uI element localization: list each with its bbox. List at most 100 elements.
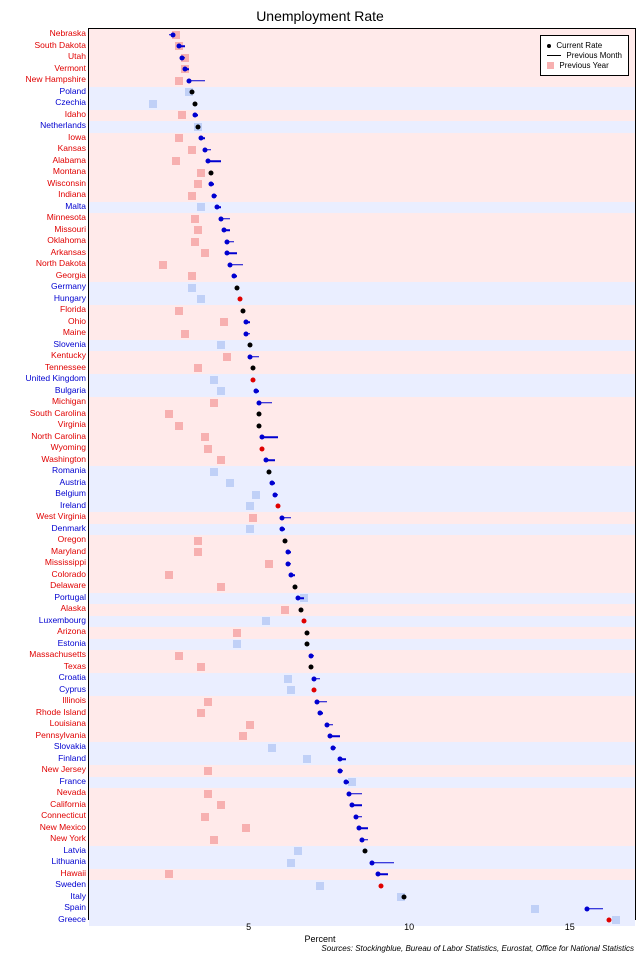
x-tick-label: 10 xyxy=(404,922,414,932)
current-rate-dot xyxy=(343,780,348,785)
current-rate-dot xyxy=(196,124,201,129)
data-row xyxy=(89,489,635,501)
prev-year-marker xyxy=(531,905,539,913)
row-label: California xyxy=(50,799,86,811)
current-rate-dot xyxy=(311,676,316,681)
row-label: Belgium xyxy=(55,488,86,500)
prev-year-marker xyxy=(239,732,247,740)
current-rate-dot xyxy=(324,722,329,727)
data-row xyxy=(89,259,635,271)
data-row xyxy=(89,478,635,490)
row-label: Mississippi xyxy=(45,557,86,569)
row-label: North Dakota xyxy=(36,258,86,270)
prev-year-marker xyxy=(287,686,295,694)
row-label: Austria xyxy=(60,477,86,489)
prev-year-marker xyxy=(204,445,212,453)
prev-year-marker xyxy=(204,790,212,798)
current-rate-dot xyxy=(305,642,310,647)
row-label: Iowa xyxy=(68,132,86,144)
current-rate-dot xyxy=(199,136,204,141)
data-row xyxy=(89,501,635,513)
current-rate-dot xyxy=(257,412,262,417)
row-label: Italy xyxy=(70,891,86,903)
row-label: Sweden xyxy=(55,879,86,891)
data-row xyxy=(89,742,635,754)
chart-title: Unemployment Rate xyxy=(0,0,640,24)
data-row xyxy=(89,225,635,237)
data-row xyxy=(89,788,635,800)
prev-year-marker xyxy=(159,261,167,269)
current-rate-dot xyxy=(286,561,291,566)
data-row xyxy=(89,558,635,570)
row-label: Kentucky xyxy=(51,350,86,362)
data-row xyxy=(89,190,635,202)
current-rate-dot xyxy=(308,653,313,658)
prev-year-marker xyxy=(194,537,202,545)
prev-year-marker xyxy=(165,571,173,579)
prev-year-marker xyxy=(281,606,289,614)
prev-year-marker xyxy=(249,514,257,522)
data-row xyxy=(89,179,635,191)
row-label: Maine xyxy=(63,327,86,339)
current-rate-dot xyxy=(209,182,214,187)
legend-current: Current Rate xyxy=(556,41,602,50)
row-label: South Carolina xyxy=(30,408,86,420)
prev-year-marker xyxy=(201,249,209,257)
current-rate-dot xyxy=(257,423,262,428)
row-label: Malta xyxy=(65,201,86,213)
current-rate-dot xyxy=(218,216,223,221)
row-label: Washington xyxy=(41,454,86,466)
data-row xyxy=(89,133,635,145)
data-row xyxy=(89,754,635,766)
data-row xyxy=(89,420,635,432)
row-label: Bulgaria xyxy=(55,385,86,397)
current-rate-dot xyxy=(205,159,210,164)
current-rate-dot xyxy=(327,734,332,739)
row-label: Oregon xyxy=(58,534,86,546)
row-label: Montana xyxy=(53,166,86,178)
current-rate-dot xyxy=(228,262,233,267)
data-row xyxy=(89,386,635,398)
data-row xyxy=(89,328,635,340)
prev-year-marker xyxy=(197,169,205,177)
row-label: Florida xyxy=(60,304,86,316)
row-label: Texas xyxy=(64,661,86,673)
row-label: Alaska xyxy=(60,603,86,615)
current-rate-dot xyxy=(221,228,226,233)
data-row xyxy=(89,167,635,179)
current-rate-dot xyxy=(353,814,358,819)
current-rate-dot xyxy=(254,389,259,394)
row-label: Cyprus xyxy=(59,684,86,696)
data-row xyxy=(89,903,635,915)
data-row xyxy=(89,455,635,467)
prev-year-marker xyxy=(188,192,196,200)
legend-line-icon xyxy=(547,55,561,57)
legend: Current Rate Previous Month Previous Yea… xyxy=(540,35,629,76)
current-rate-dot xyxy=(170,32,175,37)
row-label: United Kingdom xyxy=(26,373,86,385)
data-row xyxy=(89,202,635,214)
current-rate-dot xyxy=(356,826,361,831)
current-rate-dot xyxy=(244,331,249,336)
prev-year-marker xyxy=(217,456,225,464)
current-rate-dot xyxy=(350,803,355,808)
row-label: New Hampshire xyxy=(26,74,86,86)
prev-year-marker xyxy=(175,77,183,85)
prev-year-marker xyxy=(217,583,225,591)
data-row xyxy=(89,340,635,352)
row-label: Arkansas xyxy=(51,247,86,259)
row-label: Idaho xyxy=(65,109,86,121)
prev-year-marker xyxy=(210,399,218,407)
current-rate-dot xyxy=(305,630,310,635)
row-label: West Virginia xyxy=(36,511,86,523)
row-label: Arizona xyxy=(57,626,86,638)
current-rate-dot xyxy=(234,285,239,290)
prev-year-marker xyxy=(210,836,218,844)
data-row xyxy=(89,604,635,616)
current-rate-dot xyxy=(247,343,252,348)
row-label: Kansas xyxy=(58,143,86,155)
prev-year-marker xyxy=(197,709,205,717)
row-label: Maryland xyxy=(51,546,86,558)
data-row xyxy=(89,98,635,110)
current-rate-dot xyxy=(192,101,197,106)
